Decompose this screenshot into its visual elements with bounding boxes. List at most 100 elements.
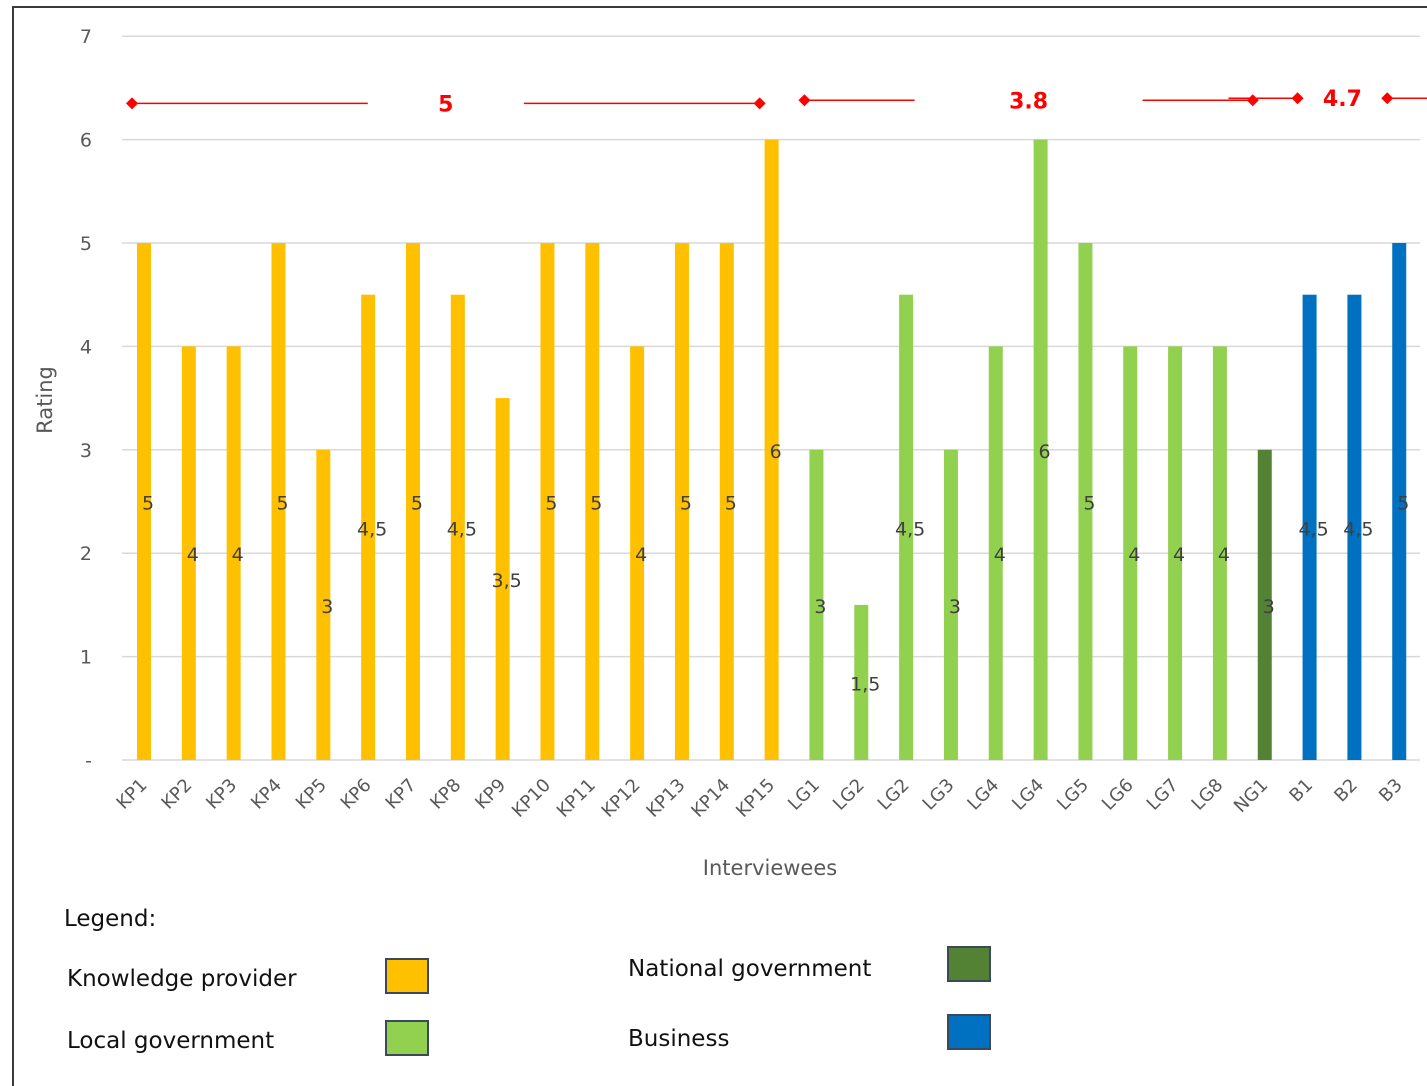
bar-lg2-17 xyxy=(899,294,914,760)
bar-kp8-7 xyxy=(450,294,465,760)
x-tick-label-17: LG2 xyxy=(874,775,914,815)
legend-swatch-local-government xyxy=(385,1020,429,1056)
x-tick-label-8: KP9 xyxy=(471,775,510,814)
y-tick-label-7: 7 xyxy=(80,26,92,48)
bar-lg2-16 xyxy=(854,604,869,760)
x-tick-label-1: KP2 xyxy=(157,775,196,814)
value-label-14: 6 xyxy=(770,441,782,463)
x-tick-label-18: LG3 xyxy=(919,775,959,815)
value-label-15: 3 xyxy=(814,596,826,618)
average-marker-2-0 xyxy=(1291,92,1304,105)
x-tick-label-28: B3 xyxy=(1375,775,1407,807)
x-tick-label-19: LG4 xyxy=(963,775,1003,815)
x-tick-label-3: KP4 xyxy=(247,775,286,814)
x-tick-label-25: NG1 xyxy=(1230,775,1272,817)
y-tick-label-4: 4 xyxy=(80,336,92,358)
bars xyxy=(137,139,1407,761)
bar-b1-26 xyxy=(1302,294,1317,760)
average-marker-1-0 xyxy=(798,94,811,107)
x-tick-label-16: LG2 xyxy=(829,775,869,815)
value-label-10: 5 xyxy=(590,493,602,515)
average-label-0: 5 xyxy=(438,92,453,117)
x-tick-label-13: KP14 xyxy=(687,775,734,822)
average-label-1: 3.8 xyxy=(1009,89,1048,114)
value-label-27: 4,5 xyxy=(1343,518,1373,540)
bar-lg4-19 xyxy=(988,346,1003,760)
bar-lg3-18 xyxy=(943,449,958,760)
value-label-21: 5 xyxy=(1083,493,1095,515)
bar-lg6-22 xyxy=(1123,346,1138,760)
bar-lg5-21 xyxy=(1078,243,1093,760)
x-tick-label-27: B2 xyxy=(1330,775,1362,807)
x-tick-label-0: KP1 xyxy=(113,775,152,814)
value-label-3: 5 xyxy=(276,493,288,515)
x-tick-label-5: KP6 xyxy=(337,775,376,814)
bar-kp4-3 xyxy=(271,243,286,760)
legend-swatch-national-government xyxy=(947,946,991,982)
value-label-28: 5 xyxy=(1397,493,1409,515)
x-tick-label-14: KP15 xyxy=(732,775,779,822)
x-tick-label-6: KP7 xyxy=(382,775,421,814)
y-tick-label-3: 3 xyxy=(80,440,92,462)
y-tick-label-1: 1 xyxy=(80,647,92,669)
value-label-20: 6 xyxy=(1039,441,1051,463)
average-marker-1-1 xyxy=(1246,94,1259,107)
figure-frame xyxy=(12,6,1427,1086)
x-tick-label-20: LG4 xyxy=(1008,775,1048,815)
value-label-16: 1,5 xyxy=(850,673,880,695)
value-label-0: 5 xyxy=(142,493,154,515)
y-tick-label-5: 5 xyxy=(80,233,92,255)
x-tick-label-9: KP10 xyxy=(508,775,555,822)
legend-label-knowledge-provider: Knowledge provider xyxy=(67,966,297,992)
bar-lg8-24 xyxy=(1212,346,1227,760)
bar-kp1-0 xyxy=(137,243,151,760)
value-label-18: 3 xyxy=(949,596,961,618)
value-label-8: 3,5 xyxy=(492,570,522,592)
x-tick-label-15: LG1 xyxy=(784,775,824,815)
value-label-12: 5 xyxy=(680,493,692,515)
bar-kp3-2 xyxy=(226,346,241,760)
value-label-19: 4 xyxy=(994,544,1006,566)
legend-label-national-government: National government xyxy=(628,956,872,982)
y-tick-label-2: 2 xyxy=(80,543,92,565)
value-label-17: 4,5 xyxy=(895,518,925,540)
value-labels: 5 4 4 5 3 4,5 5 4,5 3,5 5 5 4 5 5 6 3 1,5 4,5 3 4 6 5 4 4 4 3 4,5 4… xyxy=(142,441,1409,696)
bar-kp7-6 xyxy=(405,243,420,760)
value-label-26: 4,5 xyxy=(1298,518,1328,540)
bar-kp10-9 xyxy=(540,243,555,760)
bar-chart: - 1 2 3 4 5 6 7 5 4 4 5 3 4,5 5 4,5 3,5 5 5 4 5 5 6 3 1,5 4,5 3 4 6… xyxy=(33,26,1427,880)
y-tick-label-6: 6 xyxy=(80,130,92,152)
value-label-2: 4 xyxy=(232,544,244,566)
value-label-13: 5 xyxy=(725,493,737,515)
average-lines: 5 3.8 4.7 xyxy=(126,87,1427,117)
average-label-2: 4.7 xyxy=(1323,87,1362,112)
value-label-23: 4 xyxy=(1173,544,1185,566)
bar-kp11-10 xyxy=(585,243,600,760)
value-label-9: 5 xyxy=(545,493,557,515)
bar-kp9-8 xyxy=(495,398,510,760)
x-tick-label-2: KP3 xyxy=(202,775,241,814)
x-axis-label: Interviewees xyxy=(703,856,837,880)
legend-swatch-business xyxy=(947,1014,991,1050)
bar-ng1-25 xyxy=(1257,449,1272,760)
value-label-6: 5 xyxy=(411,493,423,515)
bar-b3-28 xyxy=(1392,243,1407,760)
value-label-4: 3 xyxy=(321,596,333,618)
x-tick-label-26: B1 xyxy=(1285,775,1317,807)
average-marker-0-0 xyxy=(126,97,138,110)
bar-kp6-5 xyxy=(361,294,376,760)
value-label-11: 4 xyxy=(635,544,647,566)
value-label-24: 4 xyxy=(1218,544,1230,566)
bar-lg4-20 xyxy=(1033,139,1048,761)
x-axis-ticks: KP1 KP2 KP3 KP4 KP5 KP6 KP7 KP8 KP9KP10KP11KP12K… xyxy=(113,775,1407,822)
y-axis-ticks: - 1 2 3 4 5 6 7 xyxy=(80,26,92,772)
legend-label-business: Business xyxy=(628,1026,730,1052)
x-tick-label-7: KP8 xyxy=(426,775,465,814)
value-label-25: 3 xyxy=(1263,596,1275,618)
legend-title: Legend: xyxy=(64,906,157,932)
y-axis-label: Rating xyxy=(33,366,57,434)
x-tick-label-23: LG7 xyxy=(1143,775,1183,815)
bar-lg7-23 xyxy=(1168,346,1183,760)
x-tick-label-21: LG5 xyxy=(1053,775,1093,815)
value-label-1: 4 xyxy=(187,544,199,566)
